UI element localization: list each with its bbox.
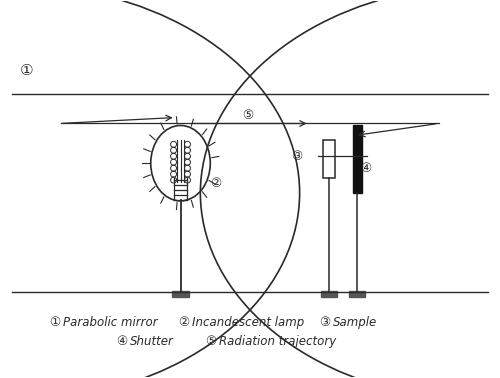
Bar — [350, 291, 365, 297]
Text: Sample: Sample — [334, 316, 378, 328]
Text: ⑤: ⑤ — [206, 335, 216, 349]
Text: Parabolic mirror: Parabolic mirror — [64, 316, 158, 328]
Bar — [324, 140, 336, 178]
Bar — [322, 291, 338, 297]
Text: ②: ② — [178, 316, 190, 328]
Text: ④: ④ — [116, 335, 127, 349]
Text: ①: ① — [50, 316, 60, 328]
Text: ④: ④ — [360, 162, 372, 175]
Text: ①: ① — [20, 64, 34, 78]
Text: ③: ③ — [291, 150, 302, 163]
Text: ②: ② — [210, 177, 221, 189]
Text: ⑤: ⑤ — [242, 109, 254, 122]
Text: ③: ③ — [320, 316, 330, 328]
Text: Incandescent lamp: Incandescent lamp — [192, 316, 304, 328]
Bar — [172, 291, 190, 297]
Text: Radiation trajectory: Radiation trajectory — [219, 335, 336, 349]
Bar — [352, 125, 362, 193]
Text: Shutter: Shutter — [130, 335, 174, 349]
